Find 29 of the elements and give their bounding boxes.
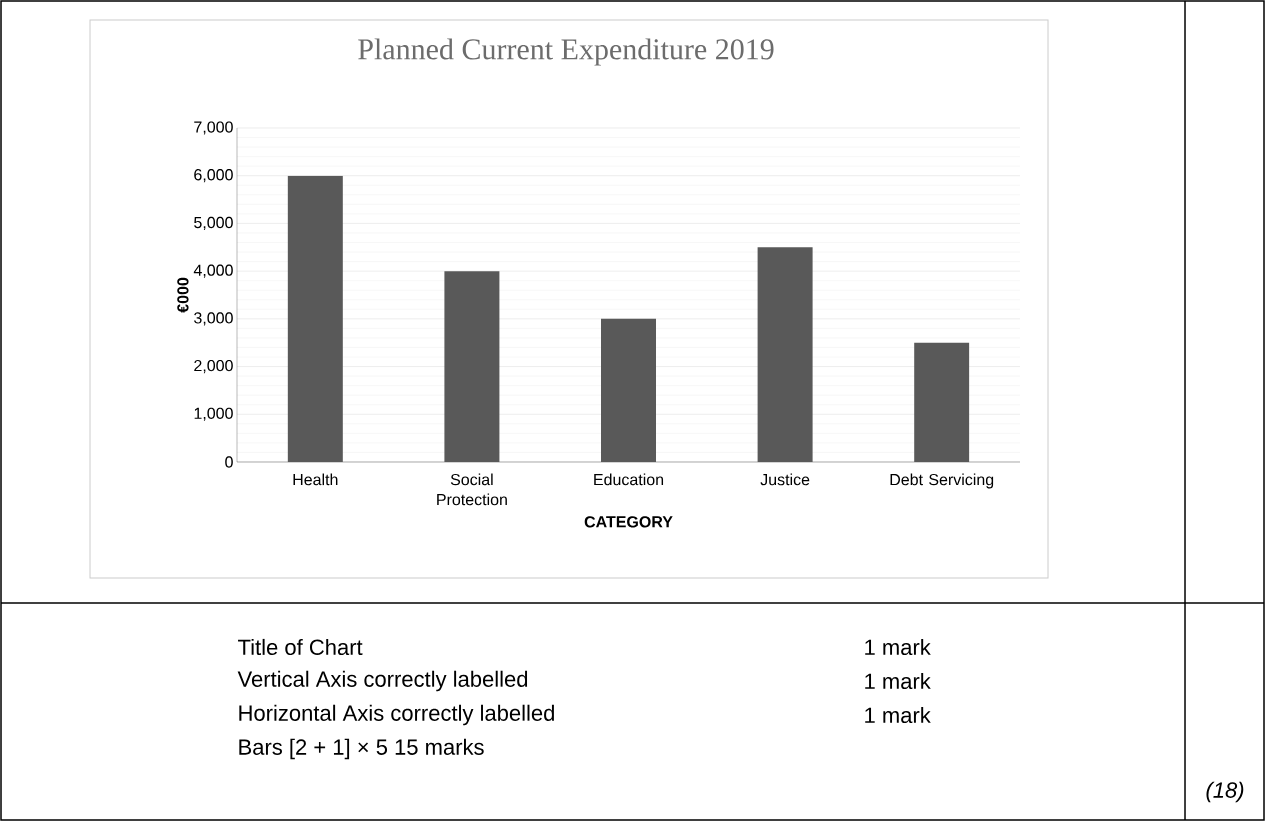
text: 1 mark bbox=[865, 638, 931, 656]
y-tick-label: 3,000 bbox=[194, 312, 233, 326]
x-tick-label: Health bbox=[293, 473, 338, 486]
y-tick-label: 4,000 bbox=[193, 264, 233, 278]
bar bbox=[757, 247, 813, 462]
x-tick-label: Social Protection bbox=[437, 473, 507, 506]
x-axis-title: CATEGORY bbox=[584, 516, 673, 528]
text: (18) bbox=[1206, 781, 1244, 803]
y-tick-label: 2,000 bbox=[194, 359, 233, 374]
bar bbox=[601, 318, 657, 462]
y-tick-label: 5,000 bbox=[194, 216, 233, 231]
x-tick-label: Debt Servicing bbox=[890, 473, 994, 489]
text: 1 mark bbox=[865, 672, 931, 690]
text: Horizontal Axis correctly labelled bbox=[239, 704, 554, 726]
chart-title: Planned Current Expenditure 2019 bbox=[358, 38, 774, 66]
text: Vertical Axis correctly labelled bbox=[237, 670, 528, 692]
bar bbox=[287, 175, 343, 462]
y-tick-label: 7,000 bbox=[194, 121, 233, 135]
text: 1 mark bbox=[865, 706, 931, 724]
text: Title of Chart bbox=[238, 638, 363, 656]
y-axis-title: €000 bbox=[177, 277, 189, 313]
x-tick-label: Justice bbox=[760, 473, 810, 486]
bar bbox=[444, 271, 500, 462]
y-tick-label: 1,000 bbox=[194, 407, 233, 421]
x-tick-label: Education bbox=[594, 473, 664, 486]
text: Bars [2 + 1] × 5 15 marks bbox=[239, 738, 484, 760]
y-tick-label: 6,000 bbox=[194, 169, 233, 183]
y-tick-label: 0 bbox=[225, 456, 233, 468]
bar bbox=[914, 342, 970, 462]
